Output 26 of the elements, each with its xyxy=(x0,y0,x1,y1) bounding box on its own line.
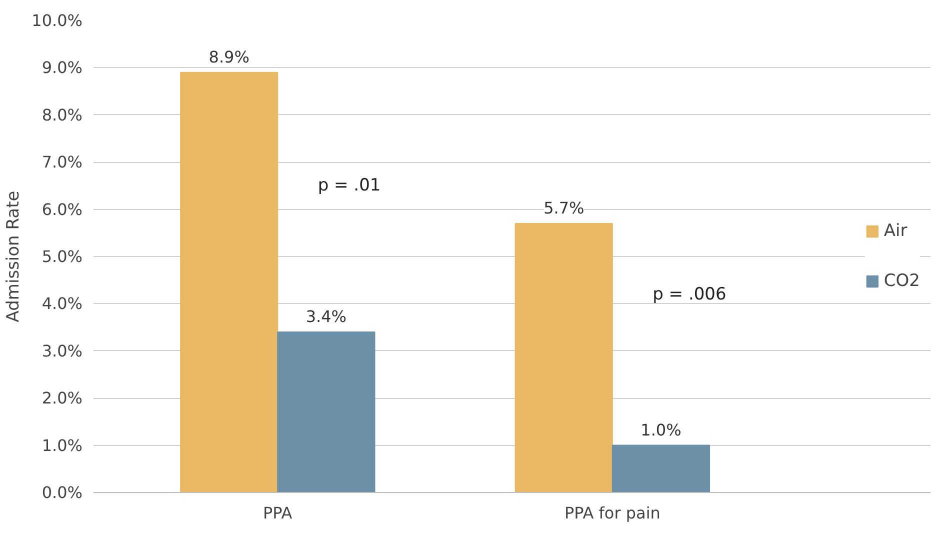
y-tick-label: 6.0% xyxy=(42,200,83,219)
y-tick-label: 7.0% xyxy=(42,152,83,172)
y-tick-label: 2.0% xyxy=(42,388,83,408)
y-tick-label: 10.0% xyxy=(32,11,82,30)
data-label: 3.4% xyxy=(306,307,347,326)
legend-label: CO2 xyxy=(884,271,920,291)
data-label: 1.0% xyxy=(640,420,682,440)
data-label: 8.9% xyxy=(208,47,250,66)
y-axis-title: Admission Rate xyxy=(4,190,24,322)
y-tick-label: 1.0% xyxy=(42,436,83,455)
bar xyxy=(180,72,278,492)
y-tick-label: 3.0% xyxy=(42,341,83,360)
annotation: p = .006 xyxy=(652,284,726,304)
legend-label: Air xyxy=(884,221,908,241)
y-tick-label: 0.0% xyxy=(42,483,83,502)
x-tick-label: PPA for pain xyxy=(564,504,660,522)
y-tick-label: 5.0% xyxy=(42,247,83,266)
bar xyxy=(514,222,613,492)
annotation: p = .01 xyxy=(318,176,381,196)
data-label: 5.7% xyxy=(544,198,584,218)
y-tick-label: 8.0% xyxy=(42,105,83,124)
y-tick-label: 9.0% xyxy=(42,58,83,78)
bar xyxy=(277,332,376,492)
y-tick-label: 4.0% xyxy=(42,294,83,314)
x-tick-label: PPA xyxy=(263,504,292,522)
bar xyxy=(612,444,710,492)
